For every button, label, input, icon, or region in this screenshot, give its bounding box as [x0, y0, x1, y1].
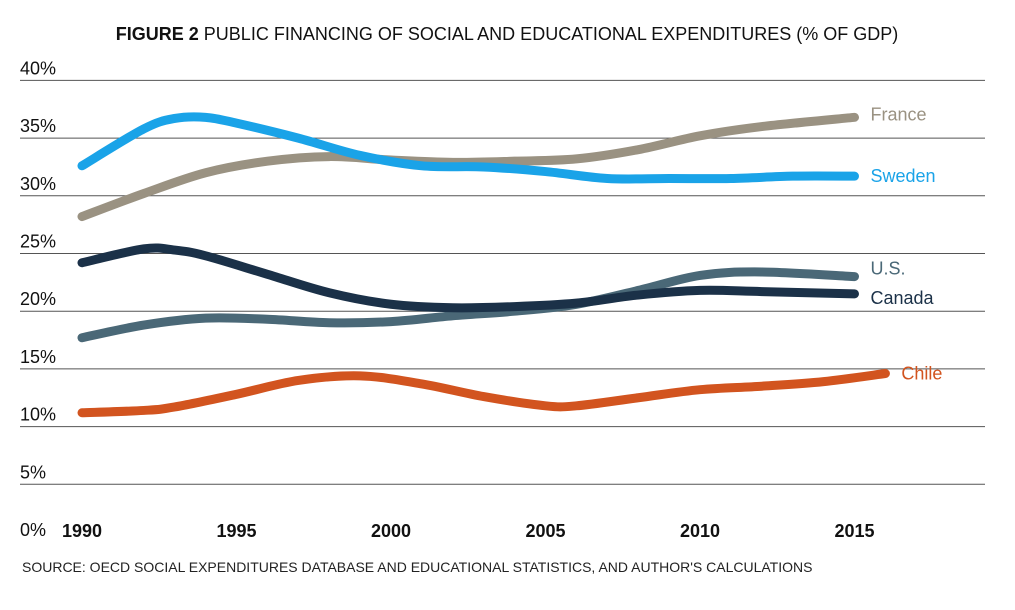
series-label-france: France: [871, 104, 927, 124]
x-tick-label: 1995: [216, 521, 256, 541]
series-line-canada: [77, 243, 859, 313]
series-line-us: [77, 267, 859, 343]
x-tick-label: 2015: [834, 521, 874, 541]
x-tick-label: 1990: [62, 521, 102, 541]
y-tick-label: 0%: [20, 520, 46, 540]
series-line-sweden: [77, 112, 859, 184]
series-label-canada: Canada: [871, 288, 935, 308]
figure-number: FIGURE 2: [116, 24, 199, 44]
series-label-chile: Chile: [901, 364, 942, 384]
y-tick-label: 15%: [20, 347, 56, 367]
chart-title: FIGURE 2 PUBLIC FINANCING OF SOCIAL AND …: [116, 24, 898, 44]
y-tick-label: 30%: [20, 174, 56, 194]
series-line-chile: [77, 369, 890, 418]
series-label-sweden: Sweden: [871, 166, 936, 186]
y-tick-label: 25%: [20, 232, 56, 252]
y-tick-label: 40%: [20, 58, 56, 78]
x-tick-label: 2010: [680, 521, 720, 541]
x-tick-label: 2000: [371, 521, 411, 541]
title-text: PUBLIC FINANCING OF SOCIAL AND EDUCATION…: [204, 24, 898, 44]
y-tick-label: 10%: [20, 405, 56, 425]
series-label-us: U.S.: [871, 259, 906, 279]
y-tick-label: 5%: [20, 462, 46, 482]
y-tick-label: 20%: [20, 289, 56, 309]
source-note: SOURCE: OECD SOCIAL EXPENDITURES DATABAS…: [22, 559, 812, 575]
y-tick-label: 35%: [20, 116, 56, 136]
x-tick-label: 2005: [525, 521, 565, 541]
